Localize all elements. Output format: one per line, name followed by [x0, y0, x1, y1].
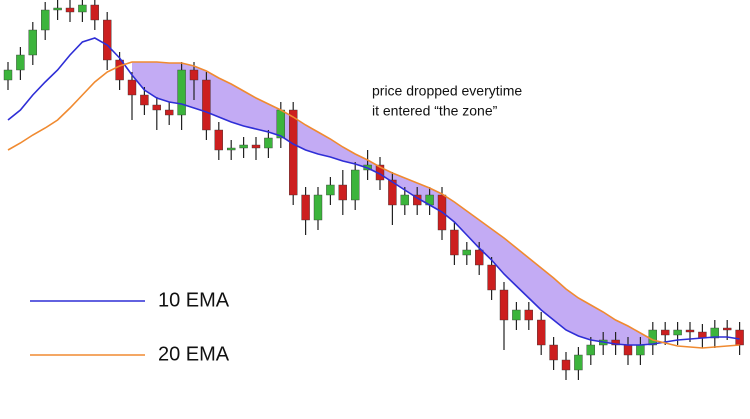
candle-body — [78, 4, 87, 13]
zone-fill — [132, 62, 653, 345]
candle-body — [710, 327, 719, 339]
candle-body — [661, 329, 670, 336]
candle-body — [140, 94, 149, 106]
annotation: it entered “the zone” — [372, 103, 498, 119]
candle-body — [561, 359, 571, 371]
candle-body — [276, 109, 285, 139]
candle-body — [549, 344, 558, 361]
candle-body — [313, 194, 323, 221]
candle-body — [202, 79, 211, 131]
candle-body — [673, 329, 682, 336]
candle-body — [226, 147, 236, 151]
candle-body — [574, 354, 583, 371]
candle-body — [388, 179, 397, 206]
candle-body — [338, 184, 347, 201]
candle-body — [685, 329, 695, 333]
candle-body — [462, 249, 471, 256]
candle-body — [239, 144, 248, 149]
candle-body — [499, 289, 509, 321]
candle-body — [16, 54, 25, 71]
candle-body — [251, 144, 261, 149]
ema-line — [7, 61, 740, 349]
candle-body — [400, 194, 409, 206]
annotation: price dropped everytime — [372, 83, 522, 99]
candle-body — [28, 29, 37, 56]
candle-body — [723, 327, 732, 331]
candle-body — [53, 7, 62, 11]
candle-body — [524, 309, 533, 321]
candle-body — [102, 19, 112, 61]
candle-body — [177, 69, 186, 116]
candle-body — [475, 249, 484, 266]
candle-body — [586, 344, 595, 356]
candle-body — [65, 7, 75, 13]
candle-body — [41, 9, 50, 31]
candle-body — [301, 194, 310, 221]
legend-label: 10 EMA — [158, 289, 230, 311]
candle-body — [512, 309, 521, 321]
candle-body — [115, 59, 124, 81]
candle-body — [214, 129, 224, 151]
ema-line — [7, 37, 740, 346]
candle-body — [264, 137, 273, 149]
candle-body — [487, 264, 496, 291]
candle-body — [450, 229, 459, 256]
candle-body — [90, 4, 100, 21]
candle-body — [611, 339, 620, 346]
candle-body — [326, 184, 335, 196]
candle-body — [537, 319, 546, 346]
legend-label: 20 EMA — [158, 343, 230, 365]
candle-body — [735, 329, 744, 346]
candle-body — [3, 69, 13, 81]
candle-body — [623, 344, 633, 356]
candle-body — [164, 109, 174, 116]
candle-body — [189, 69, 199, 81]
candle-body — [351, 169, 360, 201]
candle-body — [152, 104, 162, 111]
candle-body — [289, 109, 298, 196]
candle-body — [636, 344, 645, 356]
candle-body — [127, 79, 137, 96]
